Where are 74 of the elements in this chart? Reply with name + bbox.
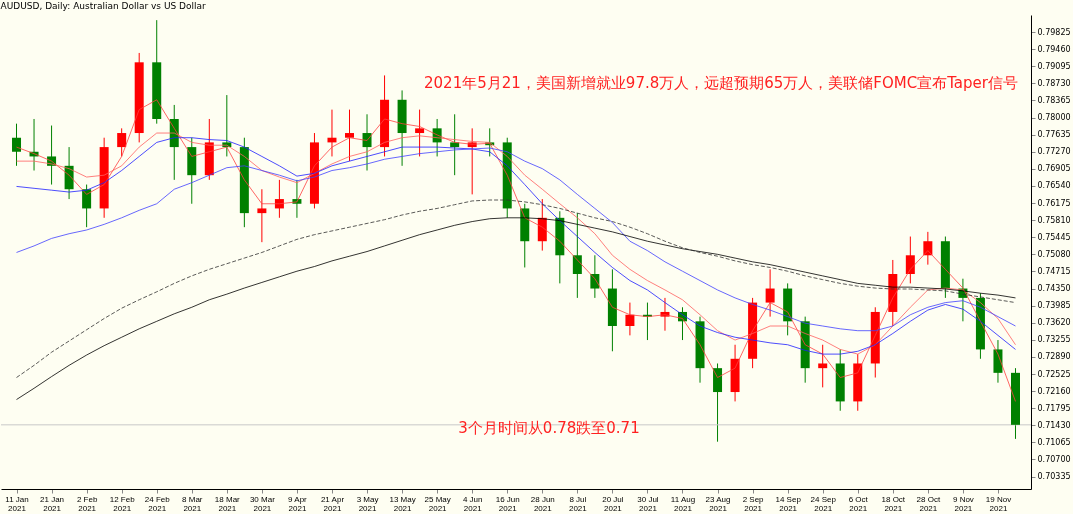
y-tick-label: 0.72160 (1037, 386, 1071, 396)
y-tick-label: 0.76175 (1037, 198, 1071, 208)
y-tick-label: 0.76540 (1037, 181, 1071, 191)
x-tick-label: 30 Jul 2021 (637, 494, 659, 513)
y-tick-label: 0.70700 (1037, 454, 1071, 464)
x-tick-label: 8 Mar 2021 (182, 494, 203, 513)
x-tick-label: 21 Apr 2021 (320, 494, 345, 513)
x-tick-label: 6 Oct 2021 (848, 494, 869, 513)
y-tick-label: 0.78365 (1037, 95, 1071, 105)
x-tick-label: 11 Jan 2021 (5, 494, 29, 513)
x-tick-label: 14 Sep 2021 (775, 494, 802, 513)
x-tick-label: 9 Nov 2021 (952, 494, 974, 513)
x-tick-label: 24 Feb 2021 (144, 494, 171, 513)
y-tick-label: 0.74715 (1037, 266, 1071, 276)
x-tick-label: 16 Jun 2021 (495, 494, 520, 513)
x-tick-label: 24 Sep 2021 (810, 494, 837, 513)
y-tick-label: 0.73620 (1037, 318, 1071, 328)
y-tick-label: 0.77270 (1037, 147, 1071, 157)
x-tick-label: 30 Mar 2021 (249, 494, 276, 513)
x-tick-label: 8 Jul 2021 (568, 494, 588, 513)
candlestick (257, 188, 267, 243)
candlestick (572, 212, 582, 299)
x-tick-label: 3 May 2021 (356, 494, 379, 513)
y-tick-label: 0.71795 (1037, 403, 1071, 413)
candlestick (765, 268, 775, 318)
y-tick-label: 0.79460 (1037, 44, 1071, 54)
candlestick (415, 109, 425, 157)
line-series (16, 199, 1016, 378)
y-tick-label: 0.75445 (1037, 232, 1071, 242)
x-tick-label: 4 Jun 2021 (462, 494, 483, 513)
annotation: 2021年5月21，美国新增就业97.8万人，远超预期65万人，美联储FOMC宣布Taper信号 (424, 74, 1018, 92)
x-tick-label: 18 Mar 2021 (214, 494, 241, 513)
candlestick (993, 339, 1003, 384)
x-tick-label: 21 Jan 2021 (40, 494, 65, 513)
x-tick-label: 13 May 2021 (389, 494, 416, 513)
x-tick-label: 20 Jul 2021 (602, 494, 624, 513)
y-tick-label: 0.79825 (1037, 27, 1071, 37)
line-series (16, 217, 1016, 400)
x-tick-label: 28 Jun 2021 (530, 494, 555, 513)
candlestick (713, 362, 723, 443)
annotation: 3个月时间从0.78跌至0.71 (458, 419, 640, 437)
x-tick-label: 11 Aug 2021 (670, 494, 696, 513)
candlestick (345, 109, 355, 162)
y-tick-label: 0.73255 (1037, 335, 1071, 345)
candlestick (818, 344, 828, 388)
y-tick-label: 0.75080 (1037, 249, 1071, 259)
y-tick-label: 0.72525 (1037, 369, 1071, 379)
y-tick-label: 0.77635 (1037, 130, 1071, 140)
x-tick-label: 18 Oct 2021 (881, 494, 906, 513)
y-tick-label: 0.74350 (1037, 284, 1071, 294)
x-tick-label: 25 May 2021 (424, 494, 451, 513)
candlestick (625, 302, 635, 336)
y-tick-label: 0.76905 (1037, 164, 1071, 174)
y-tick-label: 0.71065 (1037, 437, 1071, 447)
candlestick (450, 113, 460, 176)
candlestick (905, 236, 915, 284)
x-tick-label: 28 Oct 2021 (916, 494, 941, 513)
y-tick-label: 0.75810 (1037, 215, 1071, 225)
candlestick (12, 123, 22, 167)
x-tick-label: 23 Aug 2021 (705, 494, 731, 513)
y-tick-label: 0.72890 (1037, 352, 1071, 362)
y-tick-label: 0.79095 (1037, 61, 1071, 71)
y-tick-label: 0.73985 (1037, 301, 1071, 311)
x-tick-label: 19 Nov 2021 (985, 494, 1012, 513)
candlestick (117, 127, 127, 157)
y-tick-label: 0.70335 (1037, 472, 1071, 482)
y-tick-label: 0.71430 (1037, 420, 1071, 430)
y-tick-label: 0.78000 (1037, 113, 1071, 123)
x-tick-label: 12 Feb 2021 (109, 494, 136, 513)
x-tick-label: 2 Sep 2021 (742, 494, 765, 513)
x-tick-label: 2 Feb 2021 (76, 494, 98, 513)
y-tick-label: 0.78730 (1037, 78, 1071, 88)
chart-title: AUDUSD, Daily: Australian Dollar vs US Dollar (0, 1, 207, 11)
x-tick-label: 9 Apr 2021 (288, 494, 308, 513)
